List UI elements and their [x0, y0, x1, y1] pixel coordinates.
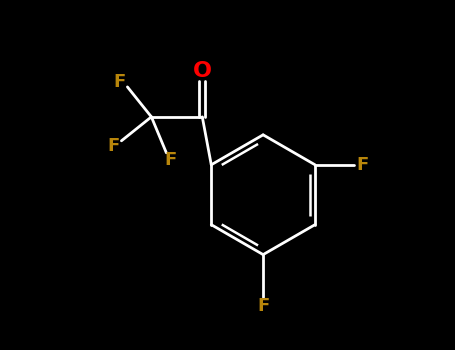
Text: O: O — [193, 61, 212, 81]
Text: F: F — [107, 137, 119, 155]
Text: F: F — [356, 156, 369, 174]
Text: F: F — [257, 297, 269, 315]
Text: F: F — [114, 72, 126, 91]
Text: F: F — [165, 151, 177, 169]
